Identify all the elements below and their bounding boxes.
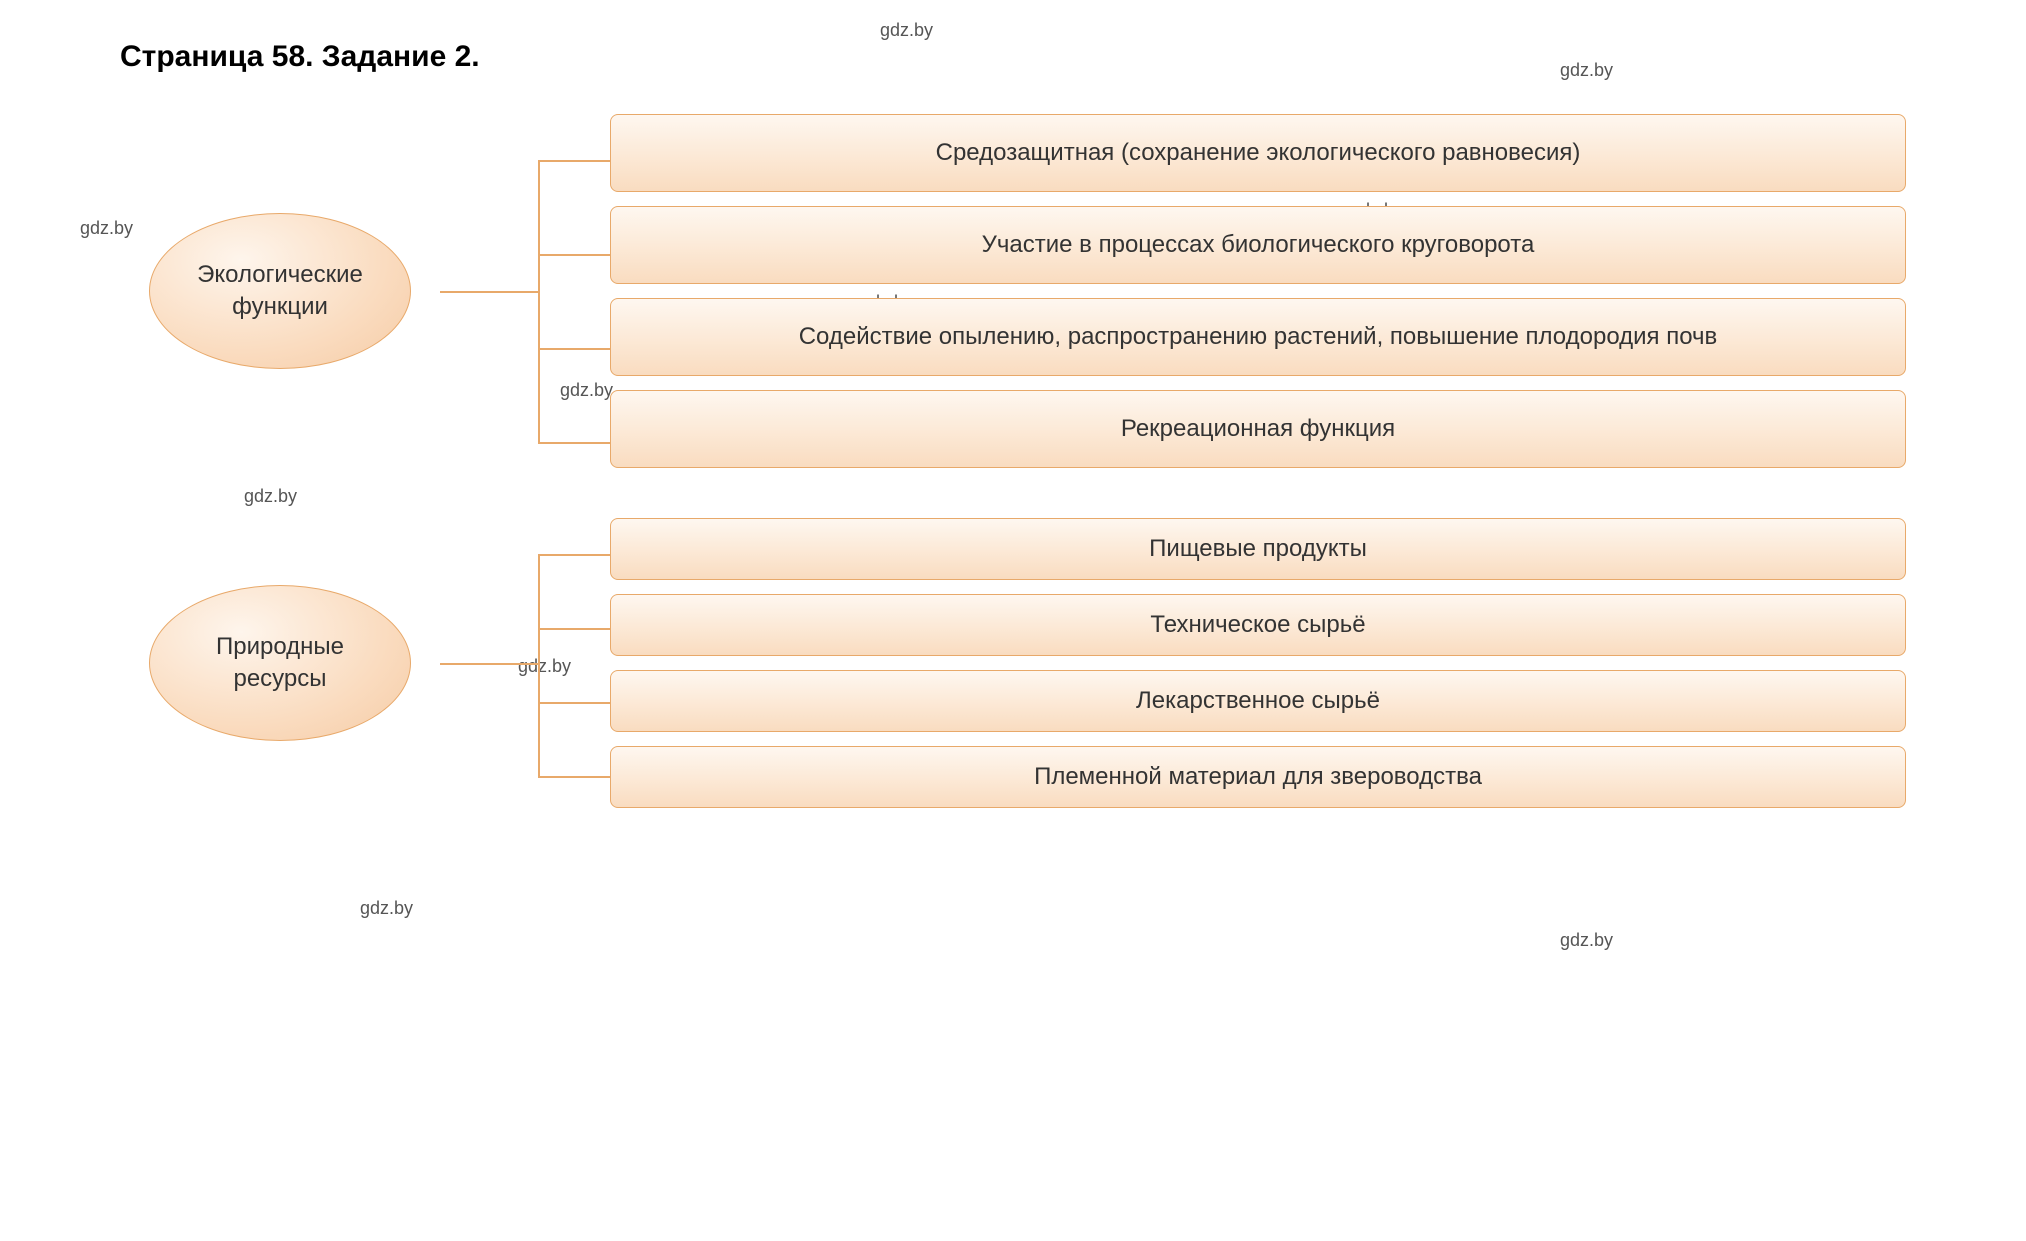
watermark: gdz.by [1560,930,1613,951]
item-box: Средозащитная (сохранение экологического… [610,114,1906,192]
connector [440,114,610,468]
items-column: Средозащитная (сохранение экологического… [610,114,1906,468]
item-box: Рекреационная функция [610,390,1906,468]
page: Страница 58. Задание 2. gdz.by gdz.by gd… [120,40,1906,808]
group-label-ellipse: Природные ресурсы [149,585,411,741]
item-box: Техническое сырьё [610,594,1906,656]
item-box: Участие в процессах биологического круго… [610,206,1906,284]
connector [440,518,610,808]
watermark: gdz.by [360,898,413,919]
diagram-group: Природные ресурсы Пищевые продукты Техни… [120,518,1906,808]
items-column: Пищевые продукты Техническое сырьё Лекар… [610,518,1906,808]
item-box: Лекарственное сырьё [610,670,1906,732]
group-label-ellipse: Экологические функции [149,213,411,369]
ellipse-container: Природные ресурсы [120,518,440,808]
item-box: Содействие опылению, распространению рас… [610,298,1906,376]
watermark: gdz.by [244,486,297,507]
item-box: Пищевые продукты [610,518,1906,580]
diagram-group: Экологические функции Средозащитная (сох… [120,114,1906,468]
item-box: Племенной материал для звероводства [610,746,1906,808]
watermark: gdz.by [880,20,933,41]
page-title: Страница 58. Задание 2. [120,40,1906,74]
ellipse-container: Экологические функции [120,114,440,468]
